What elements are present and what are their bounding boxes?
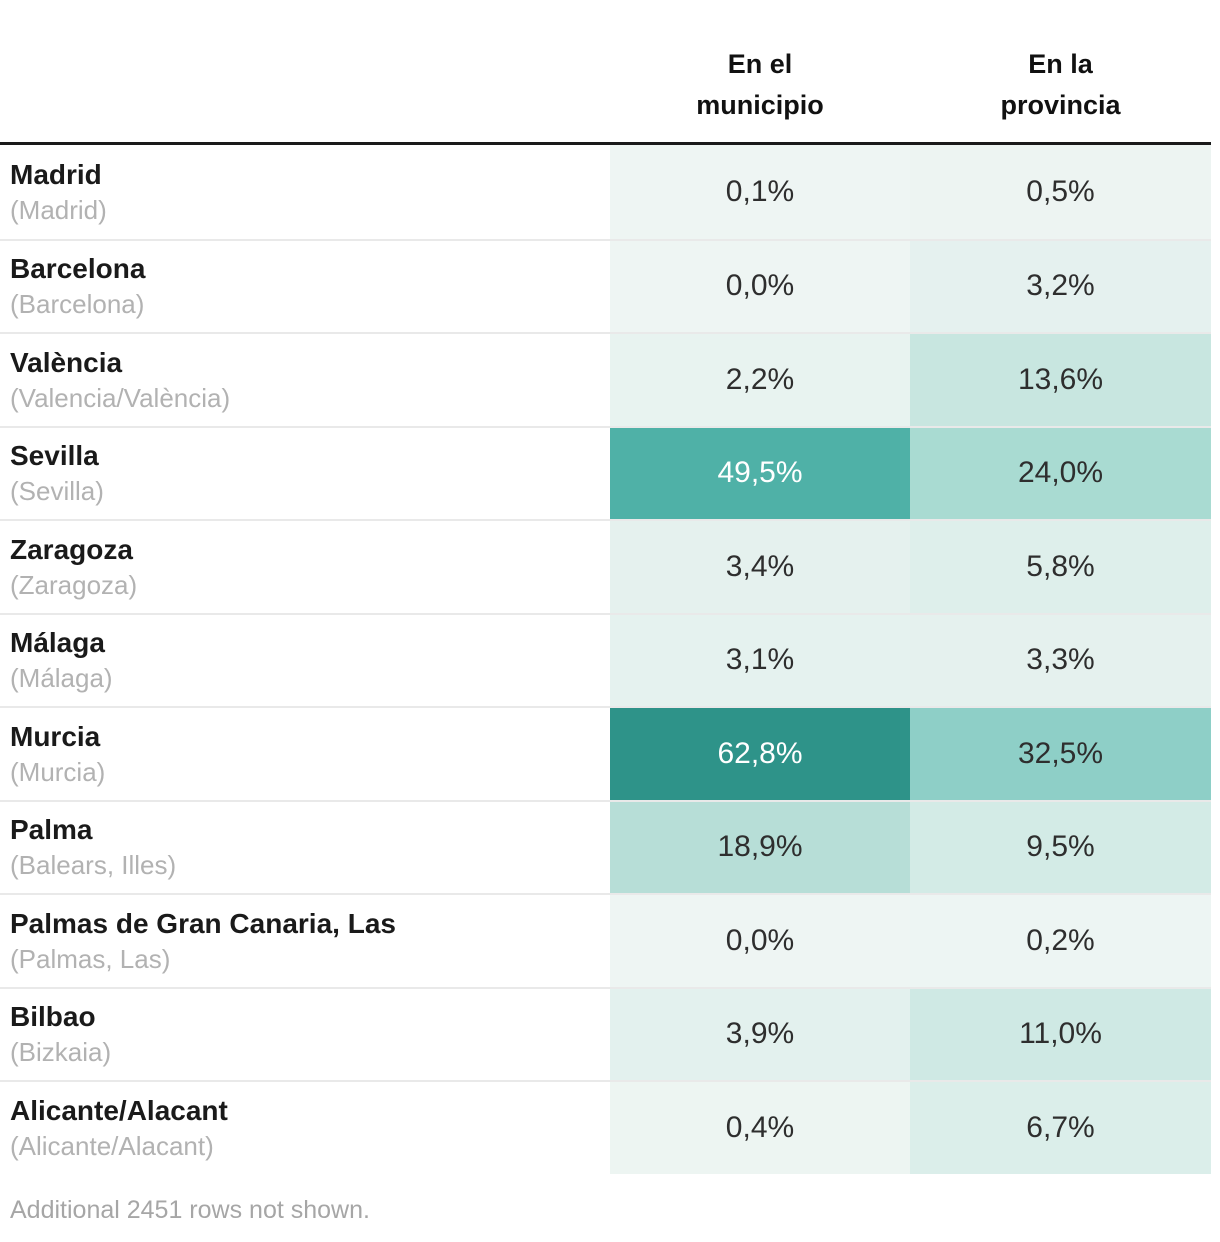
city-name: Madrid	[10, 158, 102, 190]
city-label-cell: Palmas de Gran Canaria, Las (Palmas, Las…	[0, 895, 610, 987]
city-region: (Sevilla)	[10, 476, 104, 507]
provincia-cell: 9,5%	[910, 801, 1211, 893]
provincia-cell: 32,5%	[910, 708, 1211, 800]
city-name: Zaragoza	[10, 533, 133, 565]
municipio-cell: 0,0%	[610, 240, 910, 332]
city-name: Alicante/Alacant	[10, 1094, 228, 1126]
city-region: (Málaga)	[10, 663, 113, 694]
municipio-cell: 0,4%	[610, 1082, 910, 1174]
city-region: (Palmas, Las)	[10, 943, 171, 974]
municipio-cell: 3,4%	[610, 521, 910, 613]
provincia-cell: 0,2%	[910, 895, 1211, 987]
city-name: Palma	[10, 814, 93, 846]
provincia-cell: 13,6%	[910, 334, 1211, 426]
city-region: (Murcia)	[10, 756, 106, 787]
provincia-cell: 3,2%	[910, 240, 1211, 332]
city-region: (Valencia/València)	[10, 382, 231, 413]
municipio-cell: 62,8%	[610, 708, 910, 800]
table-row: Málaga (Málaga) 3,1% 3,3%	[0, 612, 1211, 706]
municipio-cell: 3,9%	[610, 988, 910, 1080]
city-name: València	[10, 346, 123, 378]
column-header-provincia: En la provincia	[1000, 49, 1121, 120]
label-column-header-spacer	[0, 44, 610, 126]
city-name: Sevilla	[10, 440, 99, 472]
city-region: (Bizkaia)	[10, 1037, 112, 1068]
table-row: Zaragoza (Zaragoza) 3,4% 5,8%	[0, 519, 1211, 613]
city-region: (Balears, Illes)	[10, 850, 177, 881]
municipio-cell: 3,1%	[610, 614, 910, 706]
municipio-cell: 0,0%	[610, 895, 910, 987]
city-name: Palmas de Gran Canaria, Las	[10, 907, 396, 939]
city-region: (Barcelona)	[10, 289, 145, 320]
table-row: Bilbao (Bizkaia) 3,9% 11,0%	[0, 986, 1211, 1080]
table-row: Palma (Balears, Illes) 18,9% 9,5%	[0, 799, 1211, 893]
municipio-cell: 0,1%	[610, 145, 910, 239]
city-region: (Alicante/Alacant)	[10, 1130, 214, 1161]
provincia-cell: 11,0%	[910, 988, 1211, 1080]
city-label-cell: Málaga (Málaga)	[0, 614, 610, 706]
column-header-municipio: En el municipio	[696, 49, 824, 120]
municipio-cell: 2,2%	[610, 334, 910, 426]
table-row: Barcelona (Barcelona) 0,0% 3,2%	[0, 238, 1211, 332]
table-body: Madrid (Madrid) 0,1% 0,5% Barcelona (Bar…	[0, 145, 1211, 1174]
provincia-cell: 3,3%	[910, 614, 1211, 706]
city-label-cell: Zaragoza (Zaragoza)	[0, 521, 610, 613]
provincia-cell: 5,8%	[910, 521, 1211, 613]
city-name: Málaga	[10, 627, 105, 659]
city-region: (Zaragoza)	[10, 569, 138, 600]
city-label-cell: Alicante/Alacant (Alicante/Alacant)	[0, 1082, 610, 1174]
footer-note: Additional 2451 rows not shown.	[10, 1195, 370, 1224]
table-row: Palmas de Gran Canaria, Las (Palmas, Las…	[0, 893, 1211, 987]
city-label-cell: Bilbao (Bizkaia)	[0, 988, 610, 1080]
city-name: Bilbao	[10, 1001, 96, 1033]
city-name: Murcia	[10, 720, 101, 752]
heatmap-table: En el municipio En la provincia Madrid (…	[0, 0, 1211, 1174]
city-label-cell: Barcelona (Barcelona)	[0, 240, 610, 332]
city-label-cell: Palma (Balears, Illes)	[0, 801, 610, 893]
table-row: Murcia (Murcia) 62,8% 32,5%	[0, 706, 1211, 800]
table-row: Sevilla (Sevilla) 49,5% 24,0%	[0, 425, 1211, 519]
table-row: Alicante/Alacant (Alicante/Alacant) 0,4%…	[0, 1080, 1211, 1174]
city-region: (Madrid)	[10, 194, 107, 225]
provincia-cell: 24,0%	[910, 427, 1211, 519]
city-name: Barcelona	[10, 253, 146, 285]
city-label-cell: Madrid (Madrid)	[0, 145, 610, 239]
city-label-cell: València (Valencia/València)	[0, 334, 610, 426]
table-row: Madrid (Madrid) 0,1% 0,5%	[0, 145, 1211, 239]
city-label-cell: Murcia (Murcia)	[0, 708, 610, 800]
municipio-cell: 18,9%	[610, 801, 910, 893]
table-row: València (Valencia/València) 2,2% 13,6%	[0, 332, 1211, 426]
table-header: En el municipio En la provincia	[0, 0, 1211, 145]
provincia-cell: 6,7%	[910, 1082, 1211, 1174]
municipio-cell: 49,5%	[610, 427, 910, 519]
provincia-cell: 0,5%	[910, 145, 1211, 239]
city-label-cell: Sevilla (Sevilla)	[0, 427, 610, 519]
